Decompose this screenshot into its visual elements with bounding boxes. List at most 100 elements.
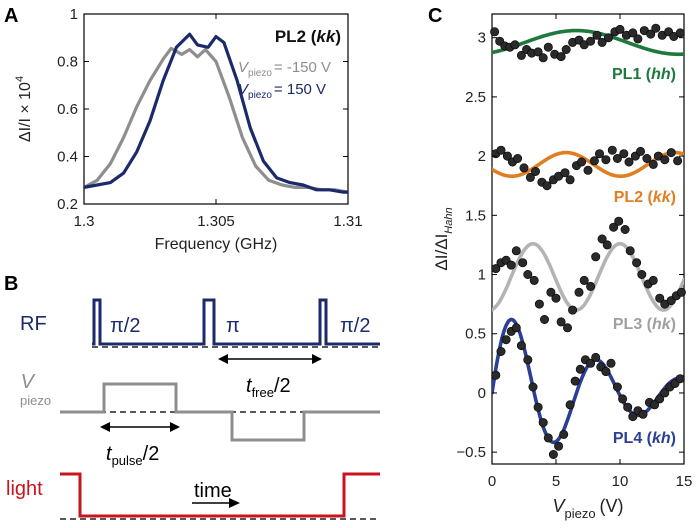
- data-point-pl2: [601, 155, 611, 165]
- panel-c-xlabel-unit: (V): [600, 496, 624, 516]
- x-tick-label: 0: [488, 473, 496, 490]
- panel-a-lines: [84, 32, 348, 194]
- data-point-pl4: [660, 388, 670, 398]
- data-point-pl4: [650, 400, 660, 410]
- data-point-pl3: [518, 258, 528, 268]
- data-point-pl3: [539, 314, 549, 324]
- data-point-pl3: [632, 258, 642, 268]
- time-label: time: [194, 480, 232, 502]
- data-point-pl2: [542, 181, 552, 191]
- data-point-pl2: [583, 165, 593, 175]
- data-point-pl3: [586, 281, 596, 291]
- data-point-pl2: [589, 156, 599, 166]
- data-point-pl1: [615, 24, 625, 34]
- data-point-pl4: [612, 382, 622, 392]
- data-point-pl1: [628, 28, 638, 38]
- data-point-pl3: [534, 299, 544, 309]
- data-point-pl4: [496, 346, 506, 356]
- data-point-pl3: [609, 222, 619, 232]
- data-point-pl3: [523, 269, 533, 279]
- y-tick-label: 2.5: [465, 89, 486, 106]
- data-point-pl4: [601, 367, 611, 377]
- data-point-pl3: [529, 275, 539, 285]
- data-point-pl2: [612, 154, 622, 164]
- fit-curve-pl3: [492, 241, 684, 312]
- data-point-pl3: [546, 287, 556, 297]
- data-point-pl2: [660, 155, 670, 165]
- panel-c-fit-curves: [492, 28, 684, 445]
- series-label-pl4: PL4 (kh): [613, 430, 676, 447]
- data-point-pl4: [655, 394, 665, 404]
- data-point-pl1: [651, 23, 661, 33]
- data-point-pl1: [592, 30, 602, 40]
- data-point-pl4: [565, 400, 575, 410]
- data-point-pl2: [673, 156, 683, 166]
- pl3-prefix: PL3 (: [613, 316, 653, 333]
- data-point-pl4: [623, 402, 633, 412]
- pl4-suffix: ): [671, 430, 676, 447]
- data-point-pl3: [574, 287, 584, 297]
- data-point-pl4: [538, 418, 548, 428]
- rf-label: RF: [20, 313, 47, 335]
- data-point-pl2: [619, 149, 629, 159]
- vpiezo-sub: piezo: [20, 393, 51, 408]
- vpiezo-waveform: [60, 382, 380, 442]
- x-tick-label: 15: [676, 473, 693, 490]
- panel-a-ylabel-exp: 4: [14, 76, 26, 82]
- data-point-pl3: [506, 260, 516, 270]
- y-tick-label: 0.4: [57, 149, 78, 166]
- fit-curve-pl1: [492, 28, 684, 57]
- y-tick-label: 2: [478, 148, 486, 165]
- data-point-pl2: [642, 154, 652, 164]
- data-point-pl4: [638, 409, 648, 419]
- panel-a-title-suffix: ): [335, 27, 341, 46]
- data-point-pl2: [565, 175, 575, 185]
- legend-minus150-v: V: [238, 59, 250, 76]
- data-point-pl2: [519, 163, 529, 173]
- data-point-pl3: [637, 269, 647, 279]
- panel-a-title-prefix: PL2 (: [275, 27, 317, 46]
- data-point-pl4: [628, 412, 638, 422]
- data-point-pl1: [561, 44, 571, 54]
- data-point-pl3: [511, 246, 521, 256]
- pl3-suffix: ): [671, 316, 676, 333]
- panel-c-data-points: [490, 23, 686, 459]
- rf-pulse-label-2: π: [226, 315, 240, 337]
- tpulse-sub: pulse: [112, 453, 143, 468]
- panel-c-ylabel: ΔI/ΔIHahn: [432, 207, 455, 270]
- data-point-pl4: [501, 335, 511, 345]
- legend-entry-minus150: Vpiezo = -150 V: [238, 59, 331, 79]
- fit-curve-pl4: [492, 317, 684, 445]
- data-point-pl2: [530, 167, 540, 177]
- tpulse-suffix: /2: [143, 443, 160, 465]
- data-point-pl1: [597, 37, 607, 47]
- data-point-pl1: [675, 28, 685, 38]
- data-point-pl4: [675, 374, 685, 384]
- tfree-sub: free: [252, 385, 274, 400]
- panel-c-xlabel-sub: piezo: [564, 506, 595, 521]
- data-point-pl1: [510, 40, 520, 50]
- x-tick-label: 1.31: [333, 213, 362, 230]
- legend-plus150-sub: piezo: [248, 90, 272, 101]
- legend-plus150-value: = 150 V: [274, 81, 326, 98]
- data-point-pl2: [496, 145, 506, 155]
- data-point-pl2: [513, 154, 523, 164]
- pl2-prefix: PL2 (: [614, 189, 654, 206]
- pl4-em: kh: [652, 430, 671, 447]
- panel-c-ylabel-main: ΔI/ΔI: [432, 234, 451, 271]
- data-point-pl2: [607, 145, 617, 155]
- data-point-pl2: [594, 149, 604, 159]
- tfree-suffix: /2: [274, 375, 291, 397]
- panel-a-xlabel: Frequency (GHz): [155, 236, 278, 253]
- pl3-em: hk: [652, 316, 672, 333]
- panel-a-letter: A: [4, 5, 18, 27]
- panel-c-ylabel-sub: Hahn: [443, 207, 455, 233]
- data-point-pl4: [523, 355, 533, 365]
- data-point-pl4: [606, 358, 616, 368]
- rf-waveform: [92, 298, 380, 346]
- pl4-prefix: PL4 (: [613, 430, 653, 447]
- data-point-pl3: [655, 293, 665, 303]
- series-line-plus150: [84, 32, 348, 194]
- data-point-pl2: [648, 159, 658, 169]
